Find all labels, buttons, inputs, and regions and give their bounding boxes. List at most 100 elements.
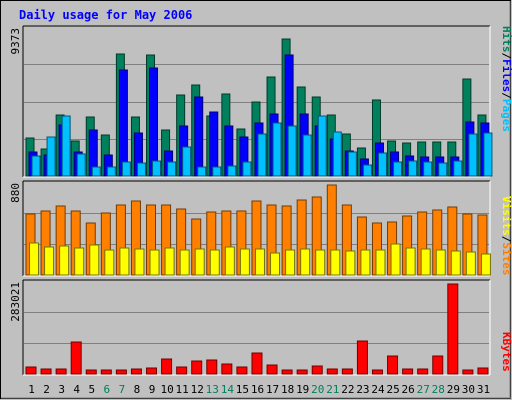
x-tick-label-day-14: 14 [221,383,235,396]
bar-visits-day-12 [194,248,205,276]
bar-visits-day-1 [29,242,39,276]
bar-pages-day-6 [106,166,116,177]
bar-pages-day-23 [362,164,372,177]
bar-visits-day-20 [315,249,326,276]
bar-kbytes-day-21 [326,368,338,375]
x-tick-label-day-22: 22 [341,383,354,396]
bar-kbytes-day-31 [477,367,489,375]
bar-visits-day-25 [390,243,401,276]
bar-pages-day-24 [377,152,387,177]
legend-middle: Visits/Sites [500,196,512,276]
x-tick-label-day-18: 18 [281,383,294,396]
bar-pages-day-15 [242,161,252,177]
x-tick-label-day-7: 7 [119,383,126,396]
bar-visits-day-16 [254,248,265,276]
bar-pages-day-25 [393,161,403,177]
ymax-label-hits-files-pages: 9373 [9,28,22,55]
x-tick-label-day-10: 10 [160,383,173,396]
bar-kbytes-day-8 [130,368,142,375]
x-tick-label-day-8: 8 [134,383,141,396]
bar-kbytes-day-18 [281,369,293,375]
bar-kbytes-day-30 [462,369,474,375]
legend-item-sep: / [500,53,512,60]
chart-title: Daily usage for May 2006 [19,8,192,22]
bar-kbytes-day-29 [447,283,459,375]
bar-kbytes-day-25 [387,355,399,375]
legend-item-files: Files [500,59,512,92]
bar-kbytes-day-14 [221,363,233,375]
x-tick-label-day-6: 6 [104,383,111,396]
bar-kbytes-day-3 [55,368,67,375]
bar-pages-day-9 [152,160,162,177]
bar-visits-day-10 [164,247,175,276]
bar-kbytes-day-24 [371,369,383,375]
bar-pages-day-20 [317,115,327,177]
bar-kbytes-day-22 [341,368,353,375]
bar-pages-day-12 [197,166,207,177]
bar-pages-day-8 [136,162,146,177]
bar-pages-day-11 [182,146,192,177]
bar-kbytes-day-20 [311,365,323,375]
bar-visits-day-4 [74,247,85,276]
x-tick-label-day-3: 3 [58,383,65,396]
bar-pages-day-30 [468,133,478,177]
bar-visits-day-15 [239,248,250,276]
bar-pages-day-19 [302,134,312,177]
x-tick-label-day-24: 24 [371,383,385,396]
bar-visits-day-8 [134,248,145,276]
bar-pages-day-1 [31,155,41,177]
x-tick-label-day-26: 26 [402,383,415,396]
bar-files-day-13 [209,111,219,177]
bar-visits-day-5 [89,244,100,276]
x-tick-label-day-19: 19 [296,383,309,396]
bar-kbytes-day-15 [236,366,248,375]
bar-pages-day-21 [332,131,342,177]
bar-visits-day-17 [270,252,281,276]
bar-files-day-7 [118,69,128,177]
bar-kbytes-day-19 [296,369,308,375]
bar-pages-day-28 [438,162,448,177]
bar-pages-day-5 [91,166,101,177]
bar-visits-day-22 [345,250,356,276]
x-tick-label-day-25: 25 [386,383,399,396]
bar-kbytes-day-2 [40,368,52,375]
bar-kbytes-day-23 [356,340,368,375]
bar-pages-day-17 [272,122,282,177]
bar-kbytes-day-26 [402,368,414,375]
legend-item-pages: Pages [500,99,512,132]
bar-kbytes-day-27 [417,368,429,375]
x-tick-label-day-29: 29 [447,383,460,396]
x-tick-label-day-13: 13 [206,383,219,396]
bar-visits-day-18 [285,249,296,276]
bar-visits-day-7 [119,247,130,276]
bar-kbytes-day-1 [25,366,37,375]
bar-visits-day-24 [375,249,386,276]
x-tick-label-day-21: 21 [326,383,339,396]
bar-visits-day-2 [44,246,55,276]
x-tick-label-day-28: 28 [432,383,445,396]
bar-visits-day-3 [59,245,70,276]
ymax-label-kbytes: 283021 [9,282,22,322]
x-tick-label-day-30: 30 [462,383,475,396]
bar-kbytes-day-12 [191,360,203,375]
x-tick-label-day-16: 16 [251,383,264,396]
bar-pages-day-27 [423,161,433,177]
x-tick-label-day-12: 12 [191,383,204,396]
x-tick-label-day-4: 4 [73,383,80,396]
bar-pages-day-3 [61,115,71,177]
bar-visits-day-14 [224,246,235,276]
legend-top: Hits/Files/Pages [500,26,512,132]
bar-visits-day-13 [209,249,220,276]
bar-visits-day-29 [450,250,461,276]
bar-pages-day-14 [227,165,237,177]
legend-item-visits: Visits [500,196,512,236]
ymax-label-visits-sites: 880 [9,183,22,203]
bar-pages-day-16 [257,133,267,177]
legend-item-kbytes: KBytes [500,332,512,372]
bar-kbytes-day-9 [146,367,158,375]
legend-item-sep: / [500,92,512,99]
bar-visits-day-19 [300,248,311,276]
bar-kbytes-day-16 [251,352,263,375]
